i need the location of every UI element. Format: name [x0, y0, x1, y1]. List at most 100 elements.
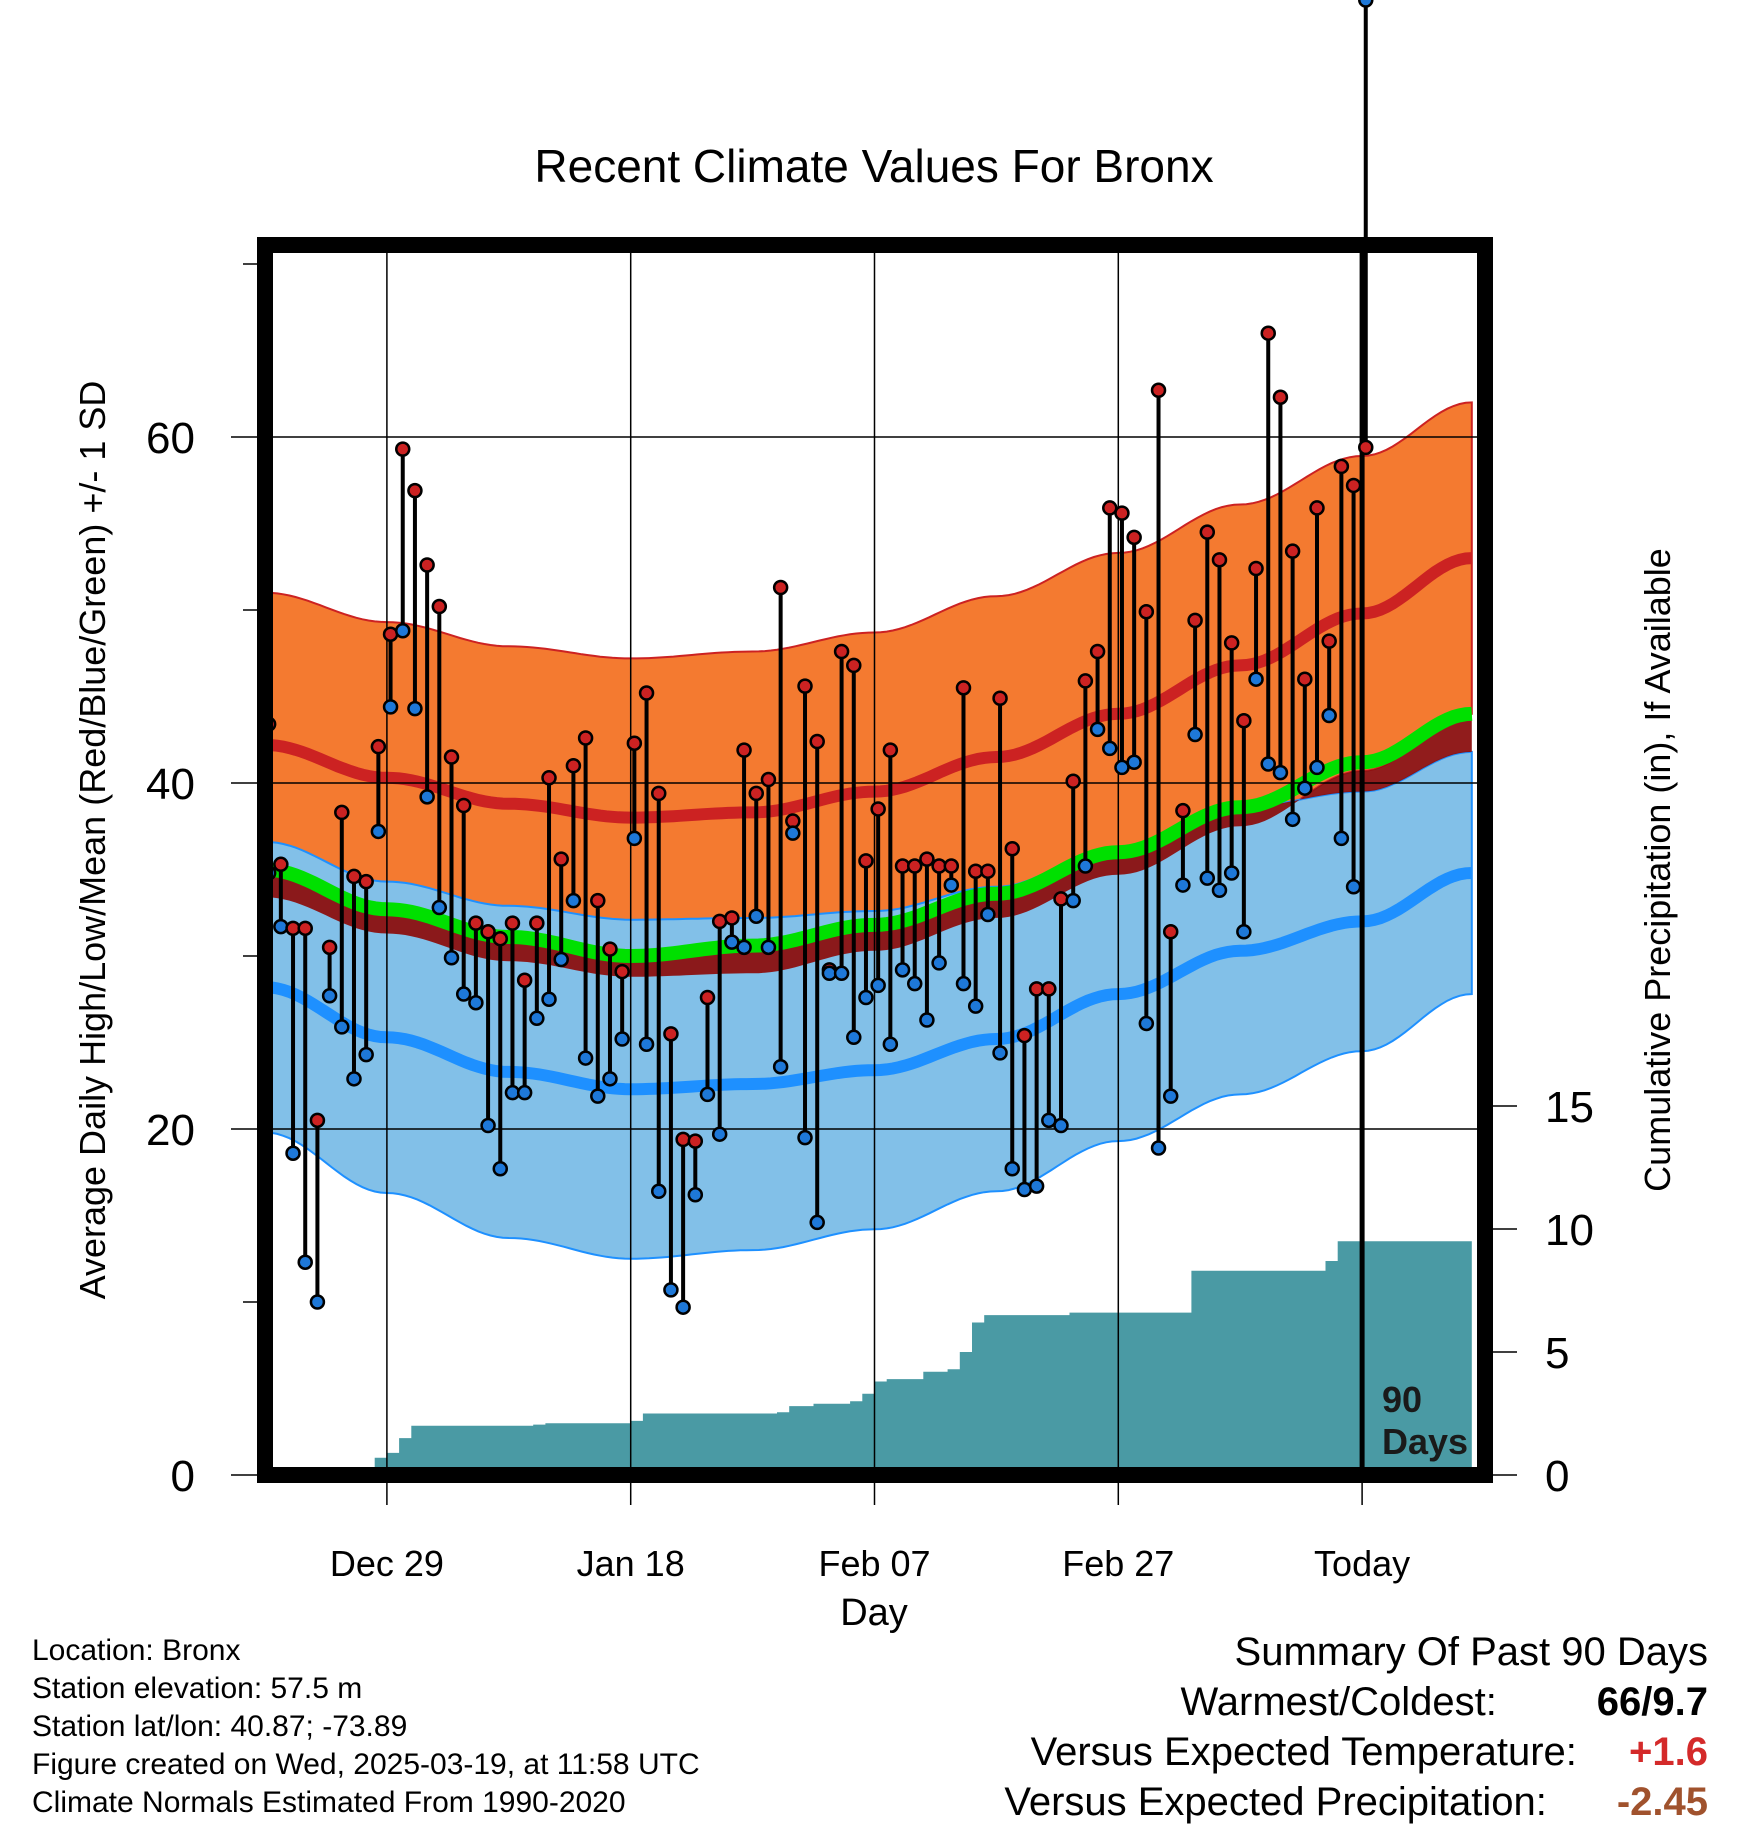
y2-tick-label: 5 [1545, 1329, 1569, 1378]
obs-high-point [529, 915, 545, 931]
obs-high-point [1150, 382, 1167, 399]
obs-low-point [931, 955, 947, 971]
summary-precip-value: -2.45 [1616, 1780, 1708, 1824]
obs-high-point [309, 1112, 326, 1129]
obs-high-point [334, 804, 350, 821]
obs-high-point [760, 771, 777, 788]
summary-title: Summary Of Past 90 Days [1234, 1630, 1708, 1674]
obs-low-point [492, 1161, 509, 1177]
obs-high-point [809, 733, 825, 750]
high-normal-line [265, 552, 1473, 824]
obs-high-point [797, 678, 813, 694]
obs-high-point [455, 797, 472, 814]
obs-high-point [1162, 924, 1179, 940]
obs-low-point [906, 975, 923, 992]
obs-high-point [1126, 529, 1142, 546]
obs-high-point [1041, 981, 1057, 997]
obs-low-point [541, 991, 557, 1007]
chart-title: Recent Climate Values For Bronx [534, 140, 1213, 192]
obs-high-point [358, 873, 374, 890]
station-info: Location: Bronx Station elevation: 57.5 … [32, 1632, 700, 1822]
summary-temp-row: Versus Expected Temperature: +1.6 [1031, 1730, 1708, 1775]
obs-high-point [1175, 802, 1191, 819]
y-tick-label: 40 [146, 760, 195, 809]
obs-low-point [699, 1086, 716, 1103]
precip-area [362, 1241, 1472, 1475]
obs-high-point [553, 851, 569, 867]
summary-temp-label: Versus Expected Temperature: [1030, 1730, 1577, 1774]
obs-low-point [1272, 764, 1289, 781]
obs-low-point [1333, 830, 1350, 847]
obs-low-point [1358, 0, 1374, 8]
obs-low-point [870, 977, 886, 994]
obs-high-point [675, 1131, 691, 1148]
obs-low-point [1345, 879, 1362, 895]
obs-high-point [1004, 840, 1020, 857]
obs-high-point [443, 749, 460, 765]
obs-low-point [650, 1183, 667, 1200]
obs-low-point [638, 1036, 655, 1052]
obs-low-point [711, 1126, 728, 1142]
obs-low-point [419, 789, 435, 805]
obs-high-point [638, 685, 655, 701]
obs-high-point [1345, 477, 1362, 494]
x-axis-label: Day [840, 1592, 908, 1634]
obs-low-point [285, 1145, 301, 1161]
obs-high-point [565, 757, 582, 774]
obs-low-point [334, 1019, 350, 1035]
obs-low-point [1065, 892, 1081, 909]
obs-high-point [1309, 500, 1325, 516]
obs-low-point [565, 892, 582, 909]
obs-low-point [590, 1088, 606, 1104]
obs-high-point [431, 598, 448, 615]
y2-tick-label: 10 [1545, 1206, 1594, 1255]
obs-high-point [882, 742, 899, 758]
obs-high-point [699, 989, 716, 1006]
obs-high-point [370, 738, 387, 755]
obs-high-point [870, 801, 886, 817]
x-tick-label: Feb 27 [1062, 1543, 1174, 1584]
obs-high-point [297, 920, 313, 937]
info-created: Figure created on Wed, 2025-03-19, at 11… [32, 1748, 700, 1781]
obs-high-point [687, 1133, 704, 1149]
obs-high-point [772, 579, 789, 596]
obs-low-point [992, 1045, 1008, 1061]
mean-normal-line [265, 706, 1473, 964]
obs-low-point [955, 975, 972, 992]
obs-high-point [955, 680, 972, 696]
x-tick-label: Dec 29 [330, 1543, 444, 1584]
obs-high-point [919, 851, 935, 867]
obs-high-point [541, 770, 557, 786]
obs-low-point [455, 986, 472, 1002]
obs-high-point [590, 892, 606, 909]
obs-high-point [846, 657, 862, 674]
low-normal-line [265, 867, 1473, 1096]
y2-axis-label: Cumulative Precipitation (in), If Availa… [1637, 548, 1678, 1192]
obs-low-point [663, 1282, 679, 1298]
obs-high-point [1211, 552, 1228, 568]
obs-low-point [1321, 707, 1337, 724]
obs-low-point [1175, 877, 1191, 893]
obs-low-point [1162, 1088, 1179, 1104]
obs-low-point [846, 1029, 862, 1046]
obs-low-point [833, 965, 850, 982]
plot-frame [257, 237, 1493, 1483]
obs-high-point [1016, 1027, 1033, 1044]
x-tick-label: Today [1314, 1543, 1410, 1584]
obs-low-point [809, 1214, 825, 1231]
obs-high-point [273, 856, 289, 873]
obs-low-point [321, 988, 338, 1004]
obs-low-point [797, 1129, 813, 1146]
obs-high-point [1297, 671, 1313, 687]
obs-low-point [577, 1050, 594, 1066]
obs-low-point [602, 1071, 618, 1087]
obs-low-point [1223, 865, 1240, 881]
obs-high-point [1321, 633, 1337, 649]
obs-low-point [1138, 1015, 1155, 1032]
obs-low-point [967, 998, 984, 1014]
y-tick-label: 60 [146, 414, 195, 463]
obs-low-point [1260, 756, 1276, 772]
obs-low-point [407, 700, 423, 717]
obs-high-point [602, 941, 618, 957]
summary-temp-value: +1.6 [1629, 1730, 1708, 1774]
